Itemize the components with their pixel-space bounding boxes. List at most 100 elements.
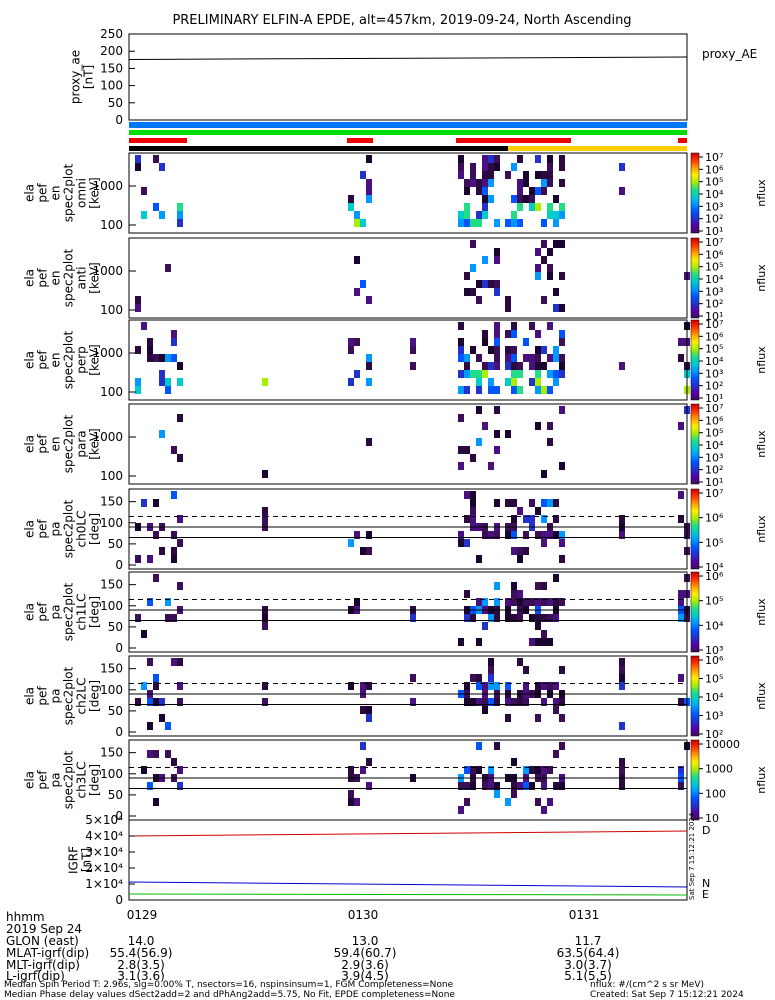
spectrogram-cell (535, 354, 541, 362)
spectrogram-cell (494, 338, 500, 346)
spectrogram-cell (505, 304, 511, 312)
energy-y-tick-label: 1000 (92, 346, 123, 360)
spectrogram-cell (153, 674, 159, 682)
spectrogram-cell (458, 171, 464, 179)
colorbar-tick-label: 10000 (705, 738, 740, 751)
spectrogram-cell (517, 386, 523, 394)
spectrogram-cell (559, 203, 565, 211)
energy-ylabel-line: [keV] (88, 262, 102, 293)
spectrogram-cell (135, 163, 141, 171)
spectrogram-cell (159, 378, 165, 386)
spectrogram-cell (482, 155, 488, 163)
spectrogram-cell (541, 256, 547, 264)
spectrogram-cell (488, 682, 494, 690)
spectrogram-cell (494, 280, 500, 288)
spectrogram-cell (547, 163, 553, 171)
spectrogram-cell (360, 682, 366, 690)
pa-ylabel-line: spec2plot (62, 666, 76, 725)
spectrogram-cell (541, 638, 547, 646)
spectrogram-cell (262, 682, 268, 690)
spectrogram-cell (458, 370, 464, 378)
spectrogram-cell (494, 288, 500, 296)
pa-y-tick-label: 100 (100, 767, 123, 781)
spectrogram-cell (505, 598, 511, 606)
spectrogram-cell (488, 280, 494, 288)
colorbar-label: nflux (755, 430, 768, 458)
x-tick-0131: 0131 (569, 908, 600, 922)
spectrogram-cell (505, 614, 511, 622)
spectrogram-cell (494, 598, 500, 606)
spectrogram-cell (470, 674, 476, 682)
pa-ylabel-line: spec2plot (62, 582, 76, 641)
spectrogram-cell (547, 264, 553, 272)
spectrogram-cell (541, 346, 547, 354)
spectrogram-cell (410, 362, 416, 370)
panel-frame (128, 739, 688, 821)
colorbar: 10⁷ 10⁶ 10⁵ 10⁴ nflux (690, 487, 768, 574)
spectrogram-cell (488, 614, 494, 622)
spectrogram-cell (470, 370, 476, 378)
spectrogram-cell (177, 682, 183, 690)
spectrogram-cell (470, 499, 476, 507)
spectrogram-cell (678, 338, 684, 346)
colorbar-tick-label: 10² (705, 728, 723, 741)
spectrogram-cell (559, 330, 565, 338)
spectrogram-cell (262, 614, 268, 622)
proxy-tick-label: 150 (100, 61, 123, 75)
spectrogram-cell (141, 766, 147, 774)
spectrogram-cell (535, 203, 541, 211)
spectrogram-cell (458, 338, 464, 346)
footer-line2-left: Median Phase delay values dSect2add=2 an… (4, 990, 455, 1000)
spectrogram-cell (559, 163, 565, 171)
spectrogram-cell (619, 766, 625, 774)
spectrogram-cell (523, 195, 529, 203)
pitch-angle-panel: 150 100 50 0 ela pef pa spec2plot ch3LC [deg] (23, 739, 690, 823)
colorbar-tick-label: 10⁶ (705, 330, 724, 343)
colorbar-tick-label: 10⁶ (705, 512, 724, 525)
spectrogram-cell (470, 346, 476, 354)
spectrogram-cell (135, 614, 141, 622)
x-row-label: MLT-igrf(dip) (6, 958, 80, 972)
x-row-value: 3.9(4.5) (341, 969, 389, 983)
spectrogram-cell (366, 438, 372, 446)
spectrogram-cell (171, 658, 177, 666)
spectrogram-cell (541, 582, 547, 590)
spectrogram-cell (529, 187, 535, 195)
spectrogram-cell (547, 598, 553, 606)
spectrogram-cell (523, 598, 529, 606)
spectrogram-cell (147, 750, 153, 758)
spectrogram-cell (141, 499, 147, 507)
spectrogram-cell (464, 614, 470, 622)
spectrogram-cell (535, 330, 541, 338)
colorbar-tick-label: 10⁴ (705, 355, 724, 368)
colorbar-gradient (690, 237, 700, 319)
colorbar: 10⁶ 10⁵ 10⁴ 10³ nflux (690, 570, 768, 657)
spectrogram-cell (458, 531, 464, 539)
spectrogram-cell (177, 698, 183, 706)
spectrogram-cell (511, 330, 517, 338)
energy-y-tick-label: 100 (100, 218, 123, 232)
energy-ylabel-line: [keV] (88, 344, 102, 375)
colorbar-tick-label: 10¹ (705, 392, 723, 405)
energy-ylabel-line: en (49, 353, 63, 368)
igrf-tick-label: 4×10⁴ (85, 829, 123, 843)
energy-y-tick-label: 100 (100, 385, 123, 399)
spectrogram-cell (135, 378, 141, 386)
x-row-value: 3.0(3.7) (564, 958, 612, 972)
spectrogram-cell (354, 338, 360, 346)
spectrogram-cell (553, 782, 559, 790)
colorbar-tick-label: 10 (705, 812, 719, 825)
spectrogram-cell (547, 386, 553, 394)
spectrogram-cell (511, 499, 517, 507)
x-tick-0129: 0129 (127, 908, 158, 922)
spectrogram-cell (541, 682, 547, 690)
spectrogram-cell (470, 766, 476, 774)
spectrogram-cell (488, 171, 494, 179)
spectrogram-cell (559, 666, 565, 674)
energy-ylabel-line: en (49, 437, 63, 452)
spectrogram-cell (529, 766, 535, 774)
energy-ylabel-line: pef (36, 183, 50, 203)
x-row-label: hhmm (6, 910, 45, 924)
spectrogram-cell (147, 782, 153, 790)
spectrogram-cell (366, 362, 372, 370)
